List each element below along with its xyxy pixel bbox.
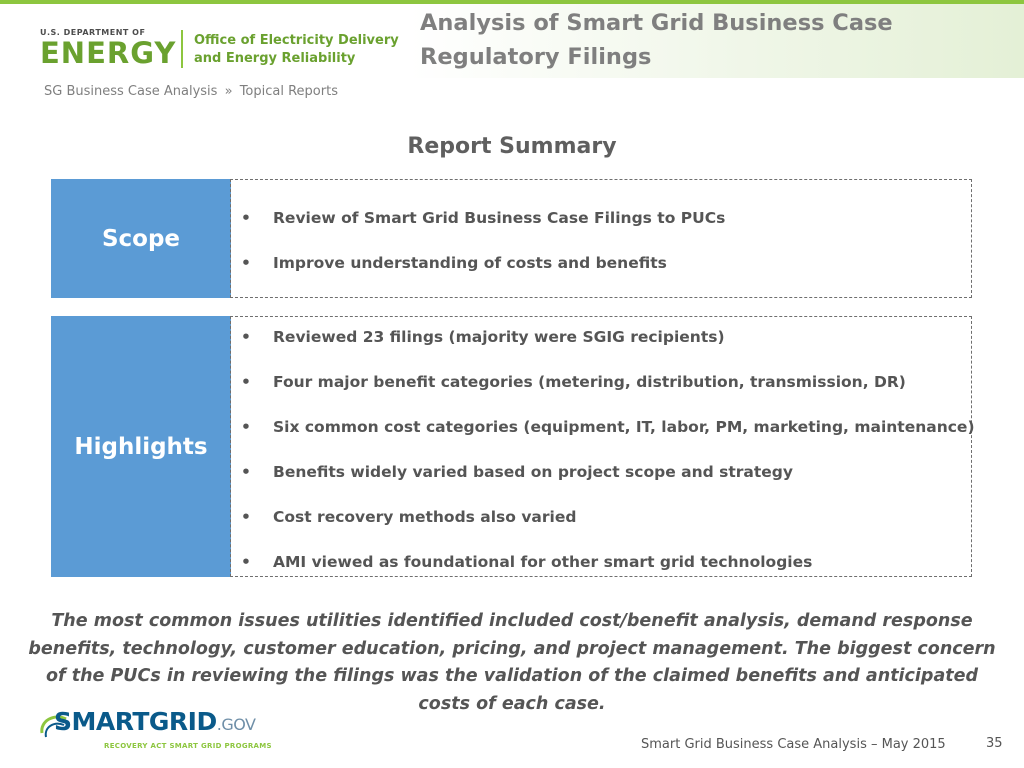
highlight-item-text: Four major benefit categories (metering,… (273, 373, 906, 391)
scope-item-text: Review of Smart Grid Business Case Filin… (273, 209, 726, 227)
list-item: • Four major benefit categories (metering… (241, 373, 906, 391)
doe-logo-org-big: ENERGY (40, 36, 177, 70)
bullet-glyph: • (241, 508, 251, 526)
header-rule (0, 0, 1024, 4)
scope-content-box: • Review of Smart Grid Business Case Fili… (230, 179, 972, 298)
bullet-glyph: • (241, 373, 251, 391)
bullet-glyph: • (241, 418, 251, 436)
scope-label: Scope (51, 179, 231, 298)
breadcrumb-separator: » (224, 84, 233, 99)
list-item: • Benefits widely varied based on project… (241, 463, 793, 481)
smartgrid-swoosh-icon (40, 715, 67, 738)
bullet-glyph: • (241, 463, 251, 481)
highlight-item-text: Six common cost categories (equipment, I… (273, 418, 975, 436)
breadcrumb: SG Business Case Analysis » Topical Repo… (44, 84, 338, 99)
section-heading: Report Summary (407, 134, 617, 159)
header-band (0, 0, 1024, 78)
scope-item-text: Improve understanding of costs and benef… (273, 254, 667, 272)
bullet-glyph: • (241, 328, 251, 346)
highlights-content-box: • Reviewed 23 filings (majority were SGIG… (230, 316, 975, 577)
doe-logo-office: Office of Electricity Delivery and Energ… (194, 32, 399, 68)
footer-text: Smart Grid Business Case Analysis – May … (641, 737, 946, 752)
conclusion-text: The most common issues utilities identif… (28, 611, 996, 714)
doe-logo-office-line1: Office of Electricity Delivery (194, 33, 399, 48)
highlight-item-text: Cost recovery methods also varied (273, 508, 577, 526)
doe-logo: U.S. DEPARTMENT OF ENERGY Office of Elec… (40, 28, 412, 74)
smartgrid-logo-tagline: RECOVERY ACT SMART GRID PROGRAMS (104, 742, 272, 750)
page-title: Analysis of Smart Grid Business Case Reg… (420, 10, 893, 70)
breadcrumb-parent[interactable]: SG Business Case Analysis (44, 84, 218, 99)
smartgrid-logo: SMARTGRID.GOV RECOVERY ACT SMART GRID PR… (38, 707, 278, 755)
bullet-glyph: • (241, 553, 251, 571)
list-item: • Review of Smart Grid Business Case Fili… (241, 209, 725, 227)
breadcrumb-current[interactable]: Topical Reports (239, 84, 338, 99)
page-number: 35 (986, 736, 1003, 751)
highlight-item-text: Benefits widely varied based on project … (273, 463, 793, 481)
smartgrid-logo-suffix: .GOV (216, 715, 256, 734)
list-item: • Reviewed 23 filings (majority were SGIG… (241, 328, 725, 346)
highlight-item-text: AMI viewed as foundational for other sma… (273, 553, 813, 571)
list-item: • Six common cost categories (equipment, … (241, 418, 975, 436)
smartgrid-logo-main: SMARTGRID (54, 707, 217, 736)
bullet-glyph: • (241, 254, 251, 272)
smartgrid-logo-wordmark: SMARTGRID.GOV (54, 707, 256, 736)
doe-logo-divider (181, 30, 183, 68)
bullet-glyph: • (241, 209, 251, 227)
highlights-label: Highlights (51, 316, 231, 577)
doe-logo-office-line2: and Energy Reliability (194, 51, 356, 66)
highlight-item-text: Reviewed 23 filings (majority were SGIG … (273, 328, 725, 346)
list-item: • AMI viewed as foundational for other sm… (241, 553, 812, 571)
list-item: • Cost recovery methods also varied (241, 508, 576, 526)
list-item: • Improve understanding of costs and bene… (241, 254, 667, 272)
doe-logo-org-small: U.S. DEPARTMENT OF (40, 28, 146, 37)
